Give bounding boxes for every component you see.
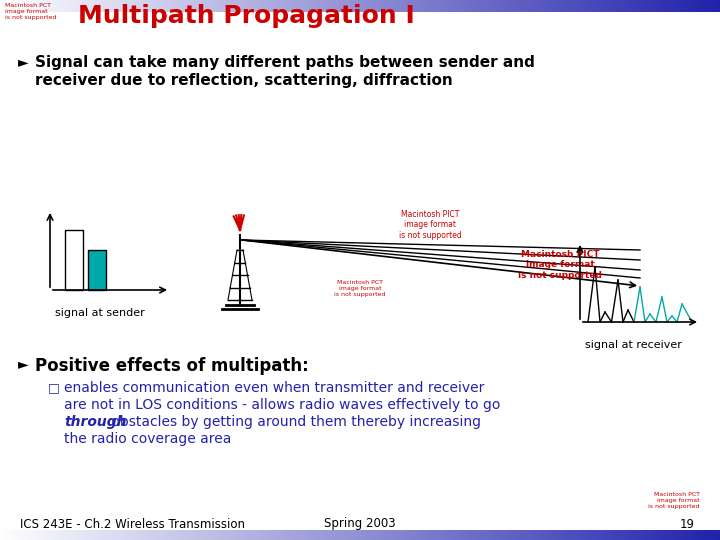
Text: through: through xyxy=(64,415,127,429)
Text: Macintosh PCT
image format
is not supported: Macintosh PCT image format is not suppor… xyxy=(649,492,700,509)
Text: ICS 243E - Ch.2 Wireless Transmission: ICS 243E - Ch.2 Wireless Transmission xyxy=(20,517,245,530)
Text: receiver due to reflection, scattering, diffraction: receiver due to reflection, scattering, … xyxy=(35,73,453,88)
Text: are not in LOS conditions - allows radio waves effectively to go: are not in LOS conditions - allows radio… xyxy=(64,398,500,412)
Text: □: □ xyxy=(48,381,60,394)
Text: Multipath Propagation I: Multipath Propagation I xyxy=(78,4,415,28)
Text: Macintosh PCT
image format
is not supported: Macintosh PCT image format is not suppor… xyxy=(5,3,56,19)
Text: Signal can take many different paths between sender and: Signal can take many different paths bet… xyxy=(35,55,535,70)
Text: Macintosh PICT
image format
is not supported: Macintosh PICT image format is not suppo… xyxy=(518,250,602,280)
Text: Positive effects of multipath:: Positive effects of multipath: xyxy=(35,357,309,375)
Text: ►: ► xyxy=(18,55,29,69)
Text: signal at receiver: signal at receiver xyxy=(585,340,682,350)
Text: 19: 19 xyxy=(680,517,695,530)
Text: signal at sender: signal at sender xyxy=(55,308,145,318)
Text: the radio coverage area: the radio coverage area xyxy=(64,432,231,446)
Text: Macintosh PICT
image format
is not supported: Macintosh PICT image format is not suppo… xyxy=(399,210,462,240)
Bar xyxy=(65,230,83,290)
Text: enables communication even when transmitter and receiver: enables communication even when transmit… xyxy=(64,381,485,395)
Text: Spring 2003: Spring 2003 xyxy=(324,517,396,530)
Text: obstacles by getting around them thereby increasing: obstacles by getting around them thereby… xyxy=(107,415,481,429)
Text: ►: ► xyxy=(18,357,29,371)
Text: Macintosh PCT
image format
is not supported: Macintosh PCT image format is not suppor… xyxy=(334,280,386,296)
Bar xyxy=(88,250,106,290)
